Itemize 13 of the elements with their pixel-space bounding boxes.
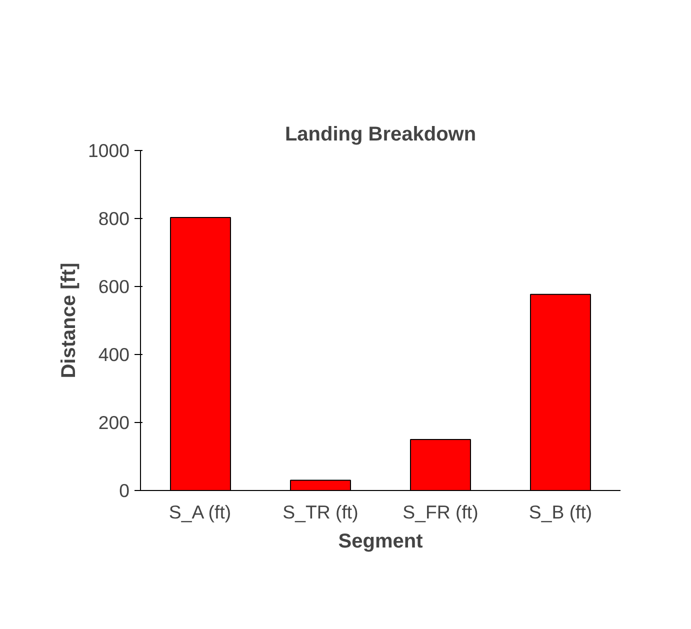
chart-title: Landing Breakdown — [284, 124, 476, 146]
x-tick-label: S_B (ft) — [528, 502, 592, 522]
x-axis-title: Segment — [338, 530, 424, 552]
y-tick-label: 200 — [98, 412, 130, 433]
x-tick-label: S_TR (ft) — [282, 502, 358, 522]
y-tick-label: 1000 — [88, 140, 130, 161]
y-tick-label: 600 — [98, 276, 130, 297]
y-tick-label: 400 — [98, 344, 130, 365]
y-tick-label: 0 — [119, 480, 130, 501]
x-tick-label: S_FR (ft) — [402, 502, 478, 522]
y-tick-label: 800 — [98, 208, 130, 229]
y-axis-title: Distance [ft] — [58, 262, 80, 378]
x-tick-label: S_A (ft) — [168, 502, 232, 522]
